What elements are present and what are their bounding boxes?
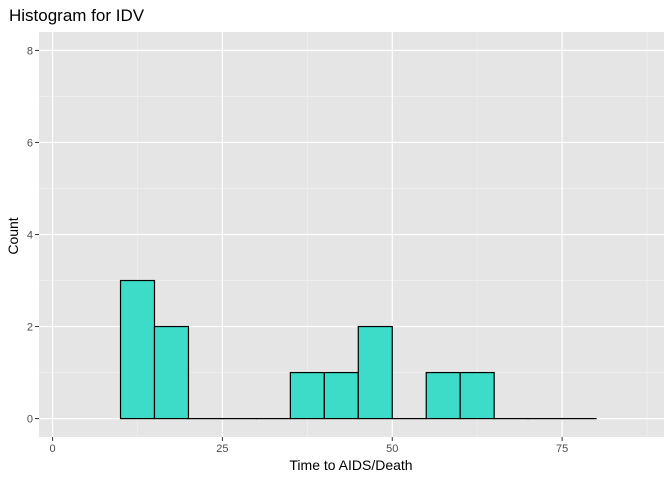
histogram-bar [357, 325, 393, 420]
y-axis-ticks: 0 2 4 6 8 [27, 45, 39, 426]
histogram-bar [153, 325, 190, 420]
y-tick-label: 2 [27, 322, 33, 334]
x-tick-label: 75 [556, 443, 568, 455]
y-tick-label: 0 [27, 414, 33, 426]
x-axis-title: Time to AIDS/Death [289, 457, 412, 473]
chart-title: Histogram for IDV [9, 6, 145, 25]
y-axis-title: Count [5, 217, 21, 254]
histogram-bar [323, 371, 359, 420]
histogram-bar [425, 371, 461, 420]
x-axis-ticks: 0 25 50 75 [50, 437, 568, 455]
x-tick-label: 0 [50, 443, 56, 455]
y-tick-label: 8 [27, 45, 33, 57]
histogram-bar [459, 371, 495, 420]
x-tick-label: 50 [386, 443, 398, 455]
histogram-bar [119, 279, 156, 420]
histogram-bars [119, 279, 597, 420]
x-tick-label: 25 [216, 443, 228, 455]
y-tick-label: 4 [27, 230, 33, 242]
histogram-bar [289, 371, 325, 420]
y-tick-label: 6 [27, 137, 33, 149]
